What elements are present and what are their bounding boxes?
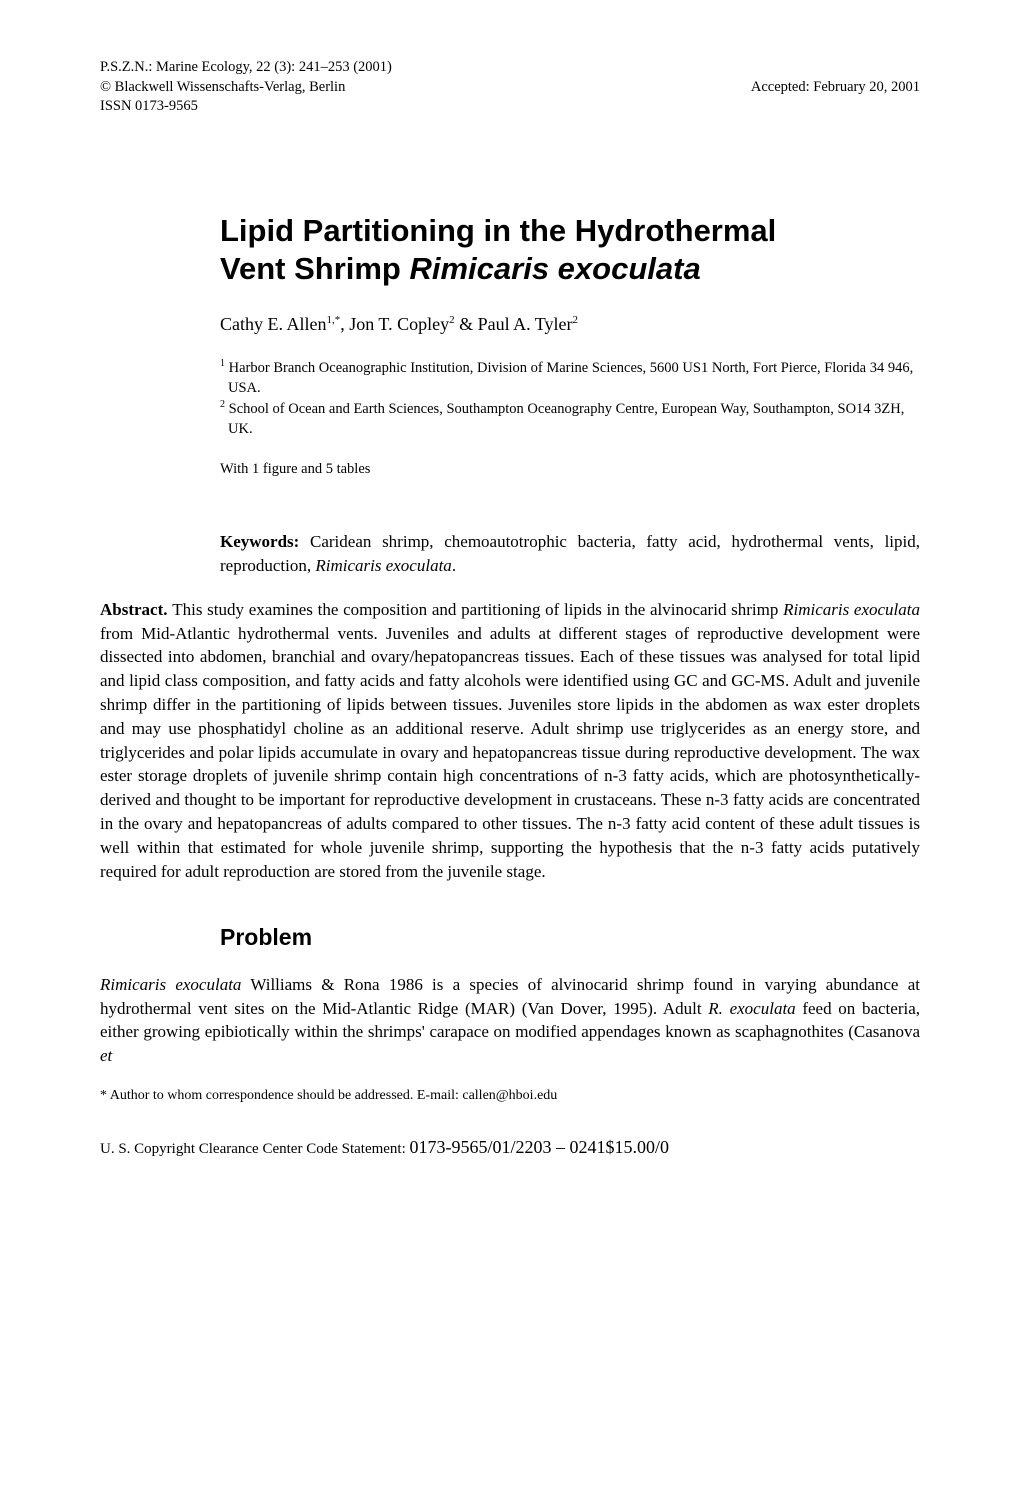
- footer-code: 0173-9565/01/2203 – 0241$15.00/0: [410, 1137, 670, 1157]
- title-plain: Vent Shrimp: [220, 251, 409, 286]
- issn-line: ISSN 0173-9565: [100, 97, 920, 117]
- problem-paragraph: Rimicaris exoculata Williams & Rona 1986…: [100, 973, 920, 1068]
- figures-tables-note: With 1 figure and 5 tables: [220, 459, 920, 480]
- title-species-italic: Rimicaris exoculata: [409, 251, 700, 286]
- author-1-sup: 1,*: [327, 314, 341, 326]
- journal-header: P.S.Z.N.: Marine Ecology, 22 (3): 241–25…: [100, 58, 920, 117]
- keywords-label: Keywords:: [220, 532, 310, 551]
- section-heading-problem: Problem: [220, 921, 920, 954]
- affiliation-1: 1 Harbor Branch Oceanographic Institutio…: [220, 357, 920, 398]
- author-list: Cathy E. Allen1,*, Jon T. Copley 2 & Paul…: [220, 311, 920, 337]
- affiliation-2: 2 School of Ocean and Earth Sciences, So…: [220, 398, 920, 439]
- abstract-species-1: Rimicaris exoculata: [783, 600, 920, 619]
- abstract-block: Abstract. This study examines the compos…: [100, 598, 920, 884]
- body-species-1: Rimicaris exoculata: [100, 975, 241, 994]
- abstract-text-2: from Mid-Atlantic hydrothermal vents. Ju…: [100, 624, 920, 881]
- author-2-prefix: , Jon T. Copley: [340, 314, 449, 334]
- article-title: Lipid Partitioning in the Hydrothermal V…: [220, 212, 920, 290]
- keywords-period: .: [452, 556, 456, 575]
- title-line-2: Vent Shrimp Rimicaris exoculata: [220, 250, 920, 289]
- copyright-footer: U. S. Copyright Clearance Center Code St…: [100, 1134, 920, 1161]
- author-3-prefix: & Paul A. Tyler: [455, 314, 573, 334]
- abstract-label: Abstract.: [100, 600, 172, 619]
- header-row: © Blackwell Wissenschafts-Verlag, Berlin…: [100, 78, 920, 98]
- journal-citation: P.S.Z.N.: Marine Ecology, 22 (3): 241–25…: [100, 58, 920, 78]
- accepted-date: Accepted: February 20, 2001: [751, 78, 920, 98]
- affiliations: 1 Harbor Branch Oceanographic Institutio…: [220, 357, 920, 439]
- abstract-text-1: This study examines the composition and …: [172, 600, 783, 619]
- author-1: Cathy E. Allen: [220, 314, 327, 334]
- footer-label: U. S. Copyright Clearance Center Code St…: [100, 1141, 410, 1157]
- title-line-1: Lipid Partitioning in the Hydrothermal: [220, 212, 920, 251]
- body-et: et: [100, 1046, 112, 1065]
- author-3-sup: 2: [573, 314, 579, 326]
- copyright-line: © Blackwell Wissenschafts-Verlag, Berlin: [100, 78, 345, 98]
- keywords-species: Rimicaris exoculata: [315, 556, 451, 575]
- keywords-block: Keywords: Caridean shrimp, chemoautotrop…: [220, 530, 920, 578]
- body-species-2: R. exoculata: [708, 999, 795, 1018]
- aff-2-text: School of Ocean and Earth Sciences, Sout…: [225, 401, 904, 437]
- corresponding-author-footnote: * Author to whom correspondence should b…: [100, 1086, 920, 1106]
- aff-1-text: Harbor Branch Oceanographic Institution,…: [225, 360, 913, 396]
